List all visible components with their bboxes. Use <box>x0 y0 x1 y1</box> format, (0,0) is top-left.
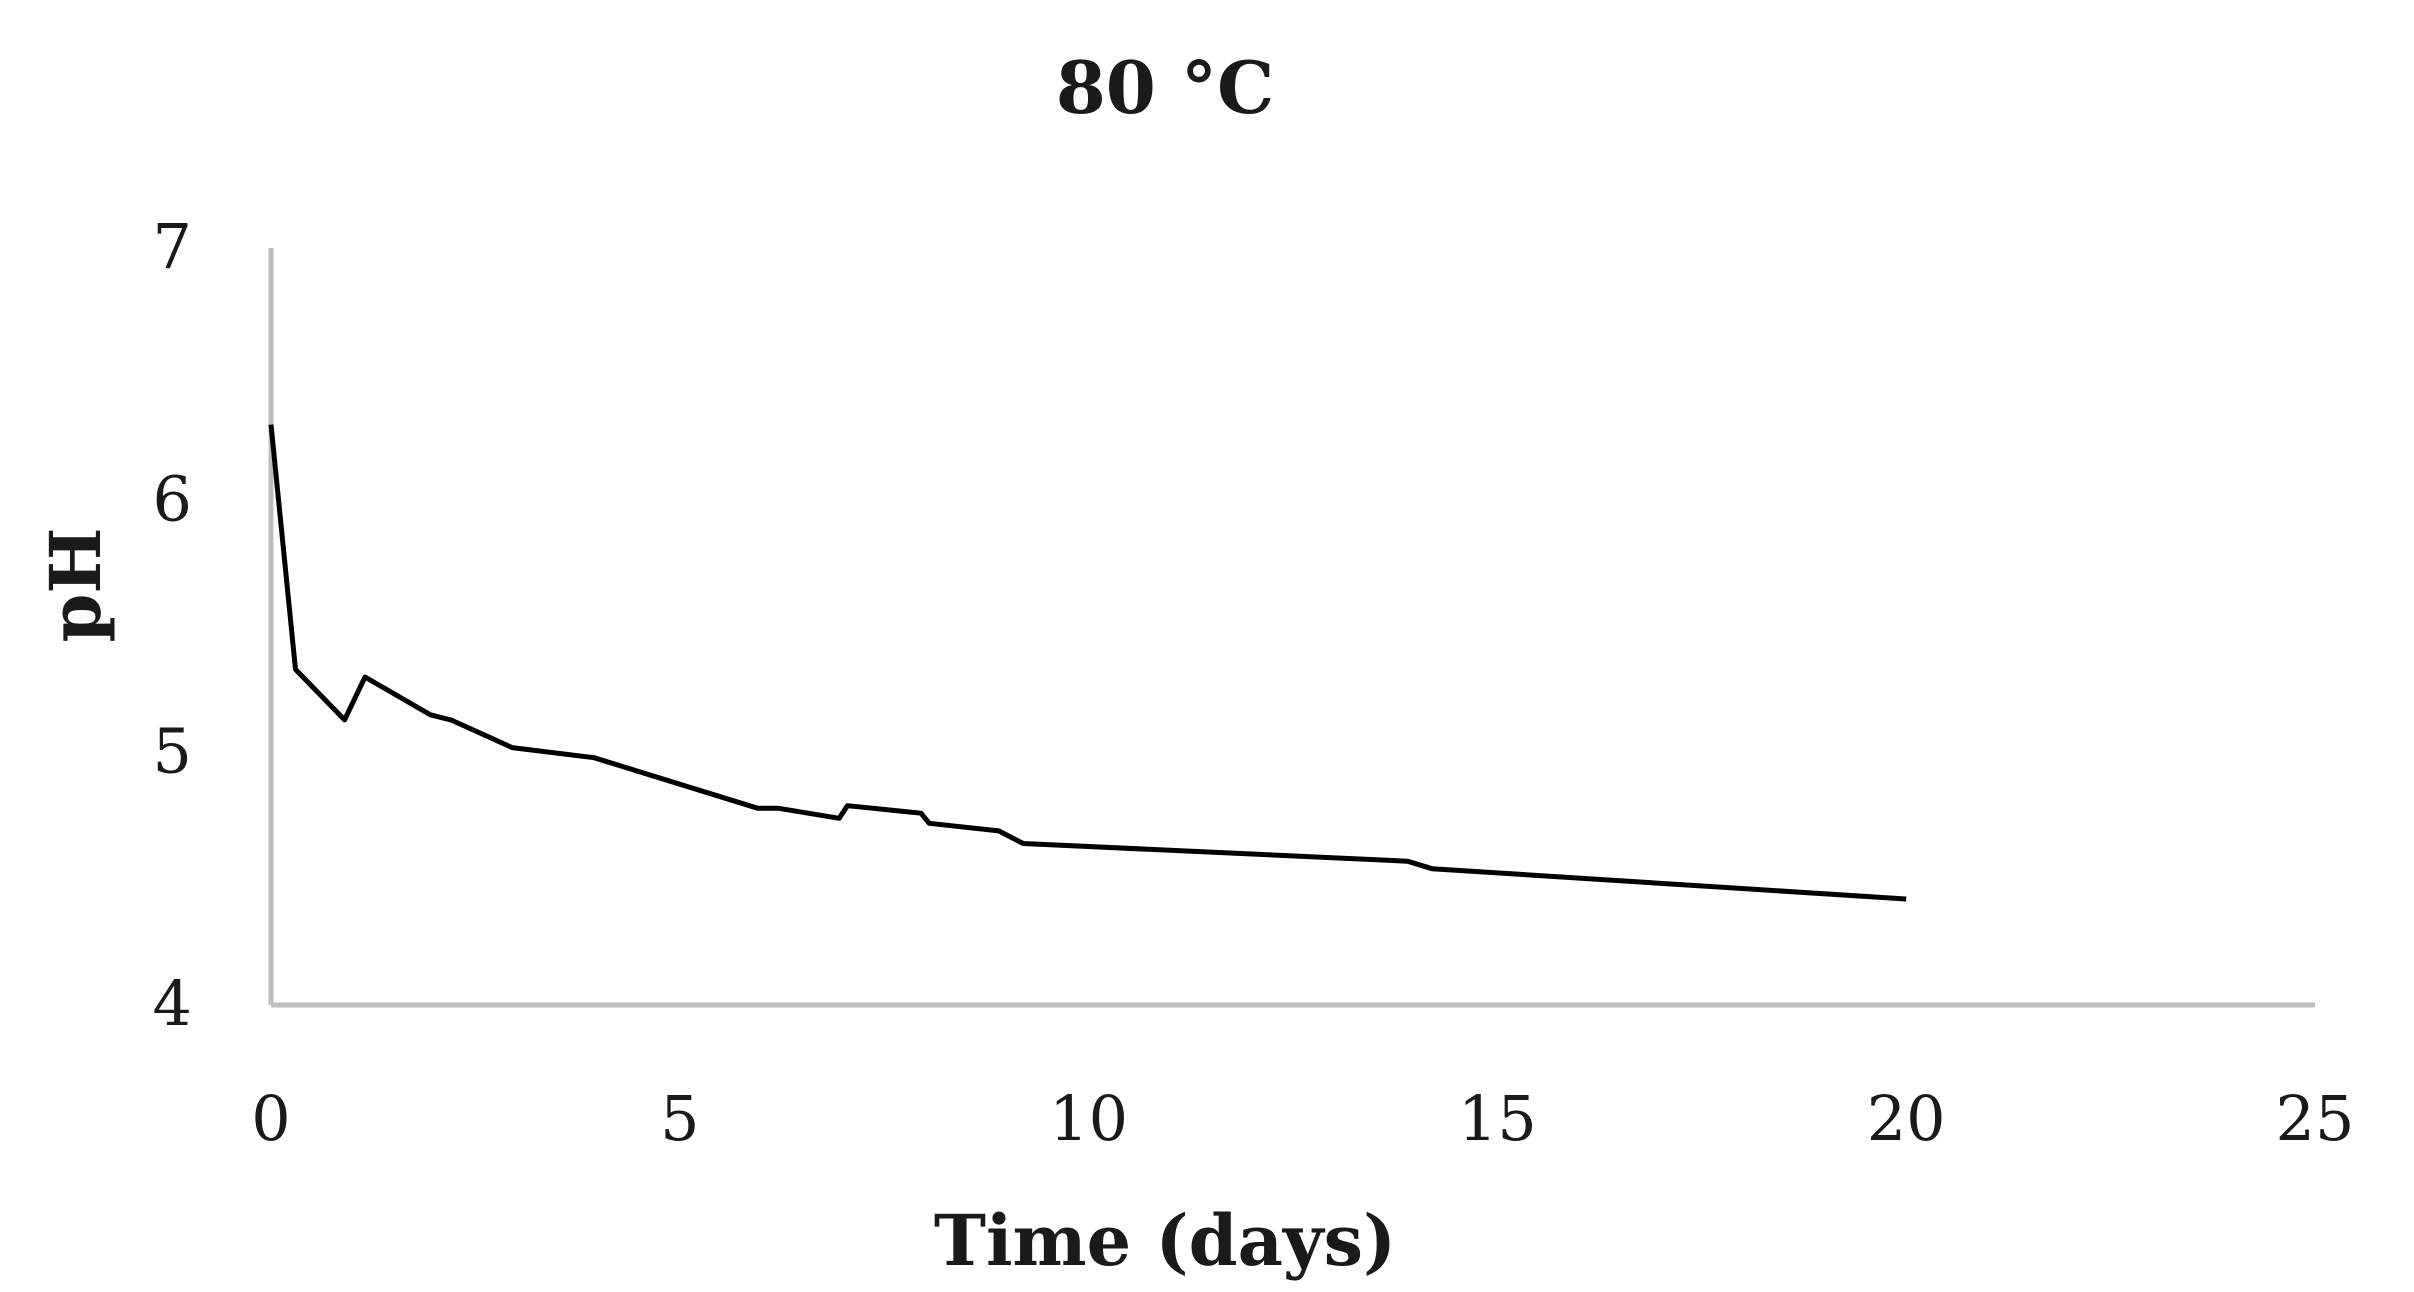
x-tick-label: 0 <box>251 1082 290 1155</box>
y-axis-title: pH <box>34 527 117 642</box>
x-tick-label: 15 <box>1458 1082 1537 1155</box>
series-group <box>268 424 1907 902</box>
y-tick-label: 6 <box>153 462 192 535</box>
x-tick-label: 10 <box>1049 1082 1128 1155</box>
x-tick-label: 5 <box>660 1082 699 1155</box>
y-tick-label: 4 <box>153 967 192 1040</box>
x-tick-label: 20 <box>1867 1082 1946 1155</box>
series-line <box>268 424 1907 902</box>
y-tick-label: 7 <box>153 210 192 283</box>
y-tick-label: 5 <box>153 715 192 788</box>
x-axis-title: Time (days) <box>934 1199 1396 1282</box>
y-axis-tick-labels: 4 5 6 7 <box>153 210 192 1040</box>
chart-title: 80 °C <box>1056 45 1275 130</box>
x-axis-tick-labels: 0 5 10 15 20 25 <box>251 1082 2354 1155</box>
x-tick-label: 25 <box>2276 1082 2355 1155</box>
